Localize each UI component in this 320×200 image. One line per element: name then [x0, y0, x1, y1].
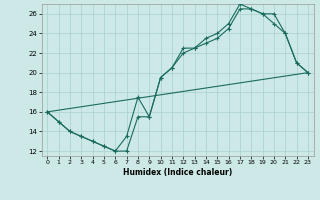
X-axis label: Humidex (Indice chaleur): Humidex (Indice chaleur) [123, 168, 232, 177]
